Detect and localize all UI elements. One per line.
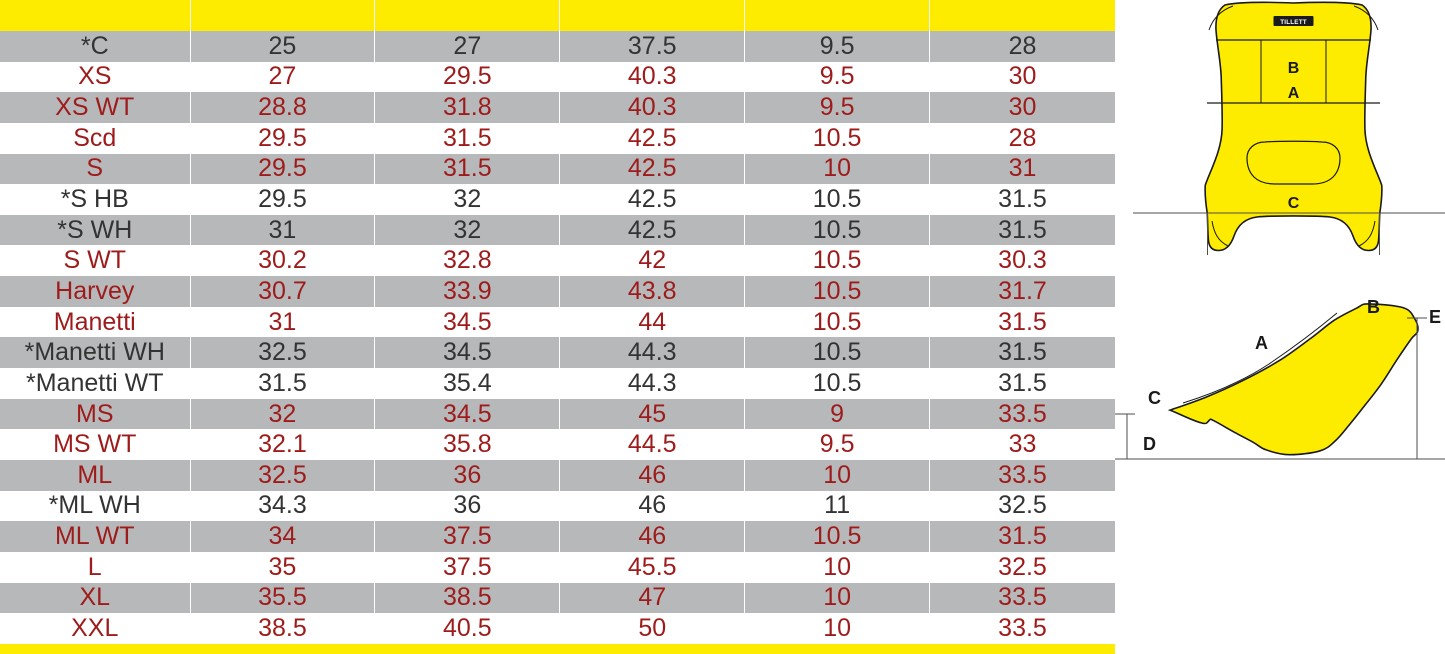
svg-text:E: E	[1429, 307, 1441, 327]
svg-text:A: A	[1288, 85, 1300, 102]
svg-text:D: D	[1143, 434, 1156, 454]
svg-text:C: C	[1288, 195, 1300, 212]
svg-text:A: A	[1255, 333, 1268, 353]
svg-text:C: C	[1148, 388, 1161, 408]
svg-text:B: B	[1367, 297, 1380, 317]
svg-text:TILLETT: TILLETT	[1280, 19, 1307, 26]
svg-text:B: B	[1288, 60, 1300, 77]
